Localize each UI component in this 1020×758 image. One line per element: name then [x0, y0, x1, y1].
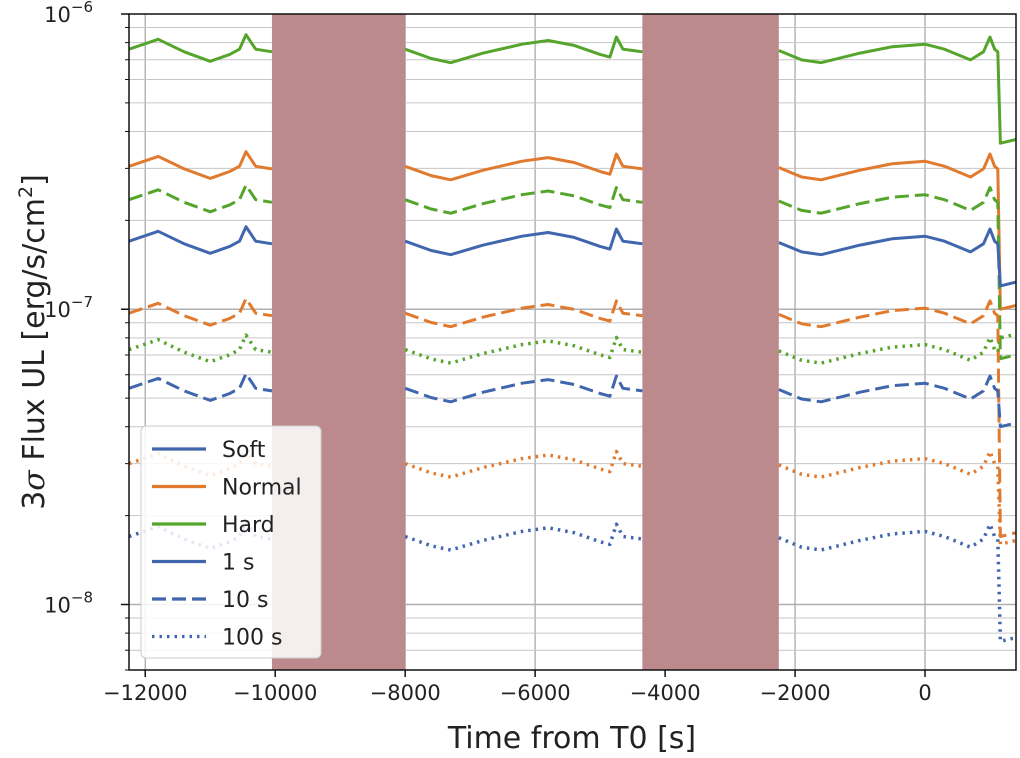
plot-frame	[128, 13, 1017, 671]
series-line	[129, 297, 273, 327]
series-line	[129, 333, 273, 364]
legend-label: 100 s	[222, 626, 282, 651]
series-line	[404, 449, 643, 479]
series-lines	[129, 33, 1016, 644]
series-line	[129, 150, 273, 180]
series-line	[404, 374, 643, 404]
series-line	[404, 227, 643, 257]
series-line	[404, 186, 643, 215]
x-tick-label: −12000	[103, 681, 187, 705]
series-line	[778, 522, 1016, 644]
series-line	[778, 332, 1016, 365]
legend-label: Hard	[222, 513, 275, 538]
legend-label: 1 s	[222, 551, 254, 576]
series-line	[129, 225, 273, 255]
series-line	[404, 35, 643, 65]
y-tick-label: 10−7	[44, 293, 93, 322]
legend-label: Normal	[222, 476, 302, 501]
legend: Soft Normal Hard 1 s 10 s 100 s	[140, 425, 322, 659]
y-tick-label: 10−6	[44, 0, 93, 27]
y-label-end: ]	[17, 174, 52, 186]
series-line	[778, 374, 1016, 429]
x-axis-label: Time from T0 [s]	[447, 721, 696, 756]
x-tick-label: −10000	[233, 681, 317, 705]
series-line	[129, 183, 273, 214]
x-tick-label: −2000	[760, 681, 831, 705]
legend-label: Soft	[222, 438, 266, 463]
series-line	[404, 299, 643, 329]
x-tick-label: −6000	[500, 681, 571, 705]
series-line	[778, 35, 1016, 145]
y-label-prefix: 3	[17, 491, 52, 510]
series-line	[778, 299, 1016, 538]
y-axis-label: 3σ Flux UL [erg/s/cm2]	[15, 174, 52, 510]
x-tick-label: −8000	[370, 681, 441, 705]
series-line	[404, 522, 643, 552]
x-tick-label: −4000	[630, 681, 701, 705]
y-label-sigma: σ	[17, 469, 52, 491]
series-line	[778, 186, 1016, 361]
series-line	[778, 227, 1016, 288]
series-line	[778, 449, 1016, 546]
y-tick-label: 10−8	[44, 588, 93, 617]
x-tick-label: 0	[918, 681, 931, 705]
data-gaps	[271, 14, 779, 670]
axis-ticks: −12000 −10000 −8000 −6000 −4000 −2000 0 10−8 10−…	[44, 0, 932, 705]
series-line	[778, 152, 1016, 311]
series-line	[404, 152, 643, 182]
legend-label: 10 s	[222, 588, 268, 613]
y-label-main: Flux UL [erg/s/cm	[17, 198, 52, 470]
y-label-sup: 2	[15, 186, 37, 198]
series-line	[129, 33, 273, 63]
data-gap-band	[642, 14, 779, 670]
series-line	[129, 372, 273, 402]
series-line	[404, 335, 643, 365]
